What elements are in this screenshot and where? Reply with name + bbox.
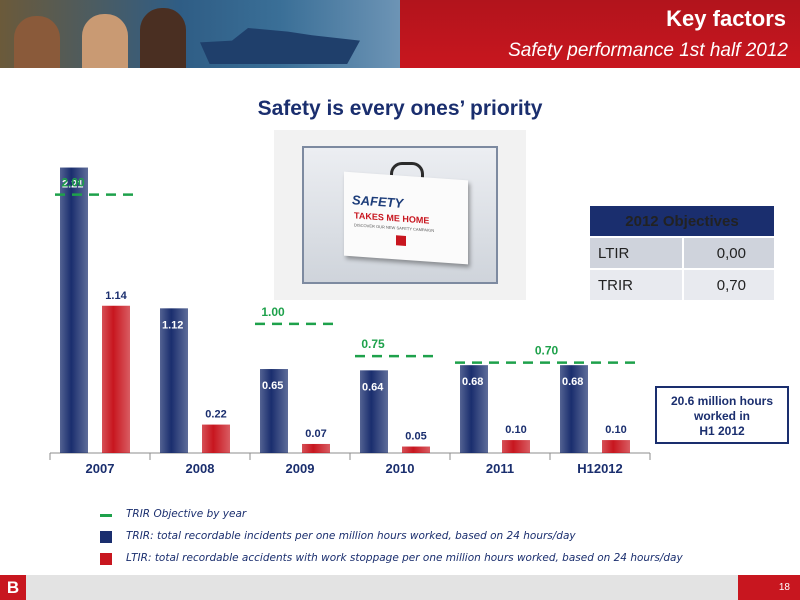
data-label-ltir: 1.14: [105, 290, 127, 302]
campaign-photo: SAFETY TAKES ME HOME DISCOVER OUR NEW SA…: [274, 130, 526, 300]
data-label-trir: 0.65: [262, 380, 283, 392]
page-number: 18: [738, 575, 800, 600]
x-tick-label: H12012: [577, 461, 623, 476]
bar-ltir: [102, 305, 130, 453]
hours-line-1: 20.6 million hours: [670, 394, 774, 408]
data-label-ltir: 0.10: [505, 424, 526, 436]
objectives-table: 2012 Objectives LTIR 0,00 TRIR 0,70: [588, 204, 776, 302]
green-dash-icon: [100, 514, 112, 517]
data-label-ltir: 0.07: [305, 428, 326, 440]
campaign-photo-frame: SAFETY TAKES ME HOME DISCOVER OUR NEW SA…: [302, 146, 498, 284]
objective-value: 0,70: [684, 270, 774, 300]
objective-label: 1.00: [261, 305, 285, 319]
data-label-ltir: 0.05: [405, 431, 426, 443]
safety-case: SAFETY TAKES ME HOME DISCOVER OUR NEW SA…: [344, 171, 468, 265]
worker-photo: [82, 14, 128, 68]
worker-photo: [14, 16, 60, 68]
header-title-band: [400, 0, 800, 68]
x-tick-label: 2009: [286, 461, 315, 476]
company-logo: B: [0, 575, 26, 600]
hours-line-2: worked in: [693, 409, 750, 423]
data-label-trir: 0.68: [562, 376, 583, 388]
legend-text: TRIR: total recordable incidents per one…: [126, 530, 576, 542]
data-label-trir: 0.64: [362, 381, 384, 393]
legend-text: LTIR: total recordable accidents with wo…: [126, 552, 683, 564]
bar-ltir: [502, 440, 530, 453]
objective-row: LTIR 0,00: [590, 238, 774, 268]
ship-photo: [200, 28, 360, 64]
worker-photo: [140, 8, 186, 68]
objectives-title: 2012 Objectives: [590, 206, 774, 236]
objective-label: 2.00: [61, 176, 85, 190]
objective-value: 0,00: [684, 238, 774, 268]
bar-trir: [360, 370, 388, 453]
data-label-ltir: 0.22: [205, 409, 226, 421]
data-label-ltir: 0.10: [605, 424, 626, 436]
case-logo-icon: [396, 235, 406, 246]
bar-trir: [160, 308, 188, 453]
slide-title: Key factors: [666, 6, 786, 31]
headline: Safety is every ones’ priority: [257, 97, 543, 120]
data-label-trir: 2.21: [62, 179, 83, 191]
objective-label: 0.75: [361, 337, 385, 351]
x-tick-label: 2011: [486, 461, 514, 476]
hours-line-3: H1 2012: [699, 424, 745, 438]
case-text-safety: SAFETY: [352, 192, 404, 211]
bar-ltir: [302, 443, 330, 453]
header-banner-photo: [0, 0, 400, 68]
bar-trir: [560, 365, 588, 453]
red-square-icon: [100, 553, 112, 565]
x-tick-label: 2007: [86, 461, 115, 476]
hours-worked-box: 20.6 million hours worked in H1 2012: [655, 386, 789, 444]
slide-subtitle: Safety performance 1st half 2012: [508, 40, 788, 61]
bar-ltir: [402, 446, 430, 453]
objective-label: LTIR: [590, 238, 682, 268]
data-label-trir: 1.12: [162, 319, 183, 331]
bar-trir: [60, 167, 88, 453]
objective-row: TRIR 0,70: [590, 270, 774, 300]
bar-ltir: [202, 424, 230, 453]
x-tick-label: 2008: [186, 461, 215, 476]
bar-trir: [460, 365, 488, 453]
legend-text: TRIR Objective by year: [126, 508, 247, 520]
header: Key factors Safety performance 1st half …: [0, 0, 800, 68]
x-tick-label: 2010: [386, 461, 415, 476]
case-handle: [390, 162, 424, 184]
bar-trir: [260, 369, 288, 453]
bar-ltir: [602, 440, 630, 453]
objective-label: TRIR: [590, 270, 682, 300]
footer: B 18: [0, 575, 800, 600]
data-label-trir: 0.68: [462, 376, 483, 388]
navy-square-icon: [100, 531, 112, 543]
objective-label: 0.70: [535, 344, 559, 358]
